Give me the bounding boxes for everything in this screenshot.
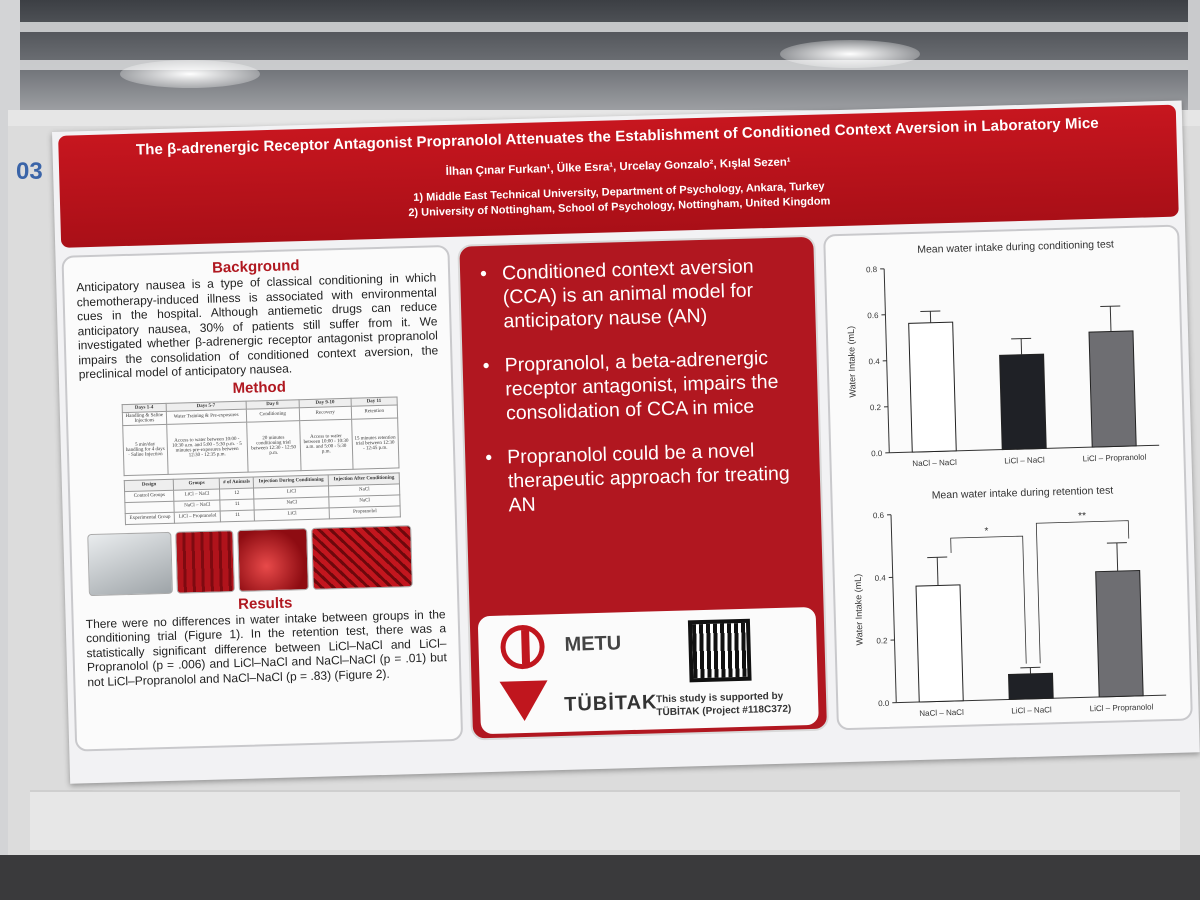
table-cell: Retention [350, 404, 398, 419]
summary-panel: Conditioned context aversion (CCA) is an… [457, 234, 830, 741]
y-axis-label: Water Intake (mL) [853, 574, 865, 646]
y-axis [890, 514, 897, 703]
y-tick-label: 0.6 [867, 311, 879, 320]
error-bar-cap [1020, 666, 1041, 669]
table-cell: Propranolol [329, 505, 401, 519]
y-tick-label: 0.2 [876, 636, 888, 645]
support-text: This study is supported by TÜBİTAK (Proj… [655, 690, 792, 719]
context-box-photo [237, 527, 309, 592]
table-cell: Access to water between 10:00 - 10:30 a.… [166, 421, 248, 474]
metu-logo-text: METU [564, 632, 622, 656]
summary-bullets: Conditioned context aversion (CCA) is an… [478, 253, 803, 518]
summary-bullet: Propranolol, a beta-adrenergic receptor … [480, 345, 800, 426]
table-cell: 20 minutes conditioning trial between 12… [246, 420, 301, 472]
summary-bullet: Conditioned context aversion (CCA) is an… [478, 253, 798, 334]
ceiling [0, 0, 1200, 120]
y-tick-label: 0.6 [873, 511, 885, 520]
board-bottom-rail [30, 790, 1180, 850]
bar [915, 584, 964, 703]
significance-bracket [1035, 520, 1130, 664]
y-tick-label: 0.0 [878, 699, 890, 708]
error-bar-cap [920, 310, 941, 313]
left-panel: Background Anticipatory nausea is a type… [61, 244, 464, 752]
x-tick-label: LiCl – Propranolol [1090, 702, 1154, 713]
table-cell: 5 min/day handling for 4 days · Saline I… [122, 423, 168, 476]
y-tick-label: 0.2 [870, 403, 882, 412]
y-tick-label: 0.0 [871, 449, 883, 458]
significance-marker: ** [1078, 511, 1086, 522]
schedule-table: Days 1-4 Days 5-7 Day 8 Day 9-10 Day 11 … [122, 396, 400, 476]
table-cell: LiCl – Propranolol [174, 510, 221, 523]
conditioning-bar-chart: 0.0 0.2 0.4 0.6 0.8 Water Intake (mL) NaCl – N… [846, 265, 1160, 468]
design-table: Design Groups # of Animals Injection Dur… [124, 472, 401, 525]
metu-logo-icon [499, 624, 546, 670]
bar [1095, 569, 1144, 698]
table-row: 5 min/day handling for 4 days · Saline I… [122, 417, 400, 476]
poster: The β-adrenergic Receptor Antagonist Pro… [52, 100, 1200, 784]
bar [1008, 672, 1054, 701]
error-bar-cap [1100, 305, 1121, 307]
summary-bullet: Propranolol could be a novel therapeutic… [483, 437, 803, 518]
error-bar [1109, 306, 1112, 332]
table-cell: 15 minutes retention trial between 12:30… [351, 417, 400, 469]
bar [999, 353, 1047, 451]
bar [1088, 330, 1137, 448]
error-bar [1116, 542, 1119, 572]
ceiling-beam [0, 60, 1200, 70]
x-tick-label: NaCl – NaCl [912, 458, 957, 468]
x-tick-label: LiCl – NaCl [1004, 455, 1045, 465]
tubitak-logo-text: TÜBİTAK [563, 691, 658, 716]
table-cell: Handling & Saline Injections [122, 410, 167, 426]
table-cell: Experimental Group [125, 511, 175, 525]
x-tick-label: NaCl – NaCl [919, 708, 964, 718]
ceiling-light [780, 40, 920, 68]
error-bar-cap [1106, 542, 1127, 544]
error-bar-cap [1011, 337, 1032, 340]
y-tick-label: 0.4 [875, 574, 887, 583]
x-tick-label: LiCl – NaCl [1011, 705, 1052, 715]
logo-box: METU TÜBİTAK This study is supported by … [477, 606, 819, 735]
error-bar [936, 557, 939, 586]
y-tick-label: 0.8 [866, 265, 878, 274]
context-box-photo [311, 524, 413, 590]
error-bar-cap [927, 556, 948, 559]
method-photos [87, 524, 441, 596]
table-cell: Access to water between 10:00 - 10:30 a.… [299, 418, 353, 471]
results-text: There were no differences in water intak… [85, 606, 448, 689]
background-text: Anticipatory nausea is a type of classic… [76, 270, 439, 382]
ceiling-beam [0, 22, 1200, 32]
significance-marker: * [984, 526, 988, 537]
y-axis-label: Water Intake (mL) [846, 326, 858, 398]
significance-bracket [950, 535, 1027, 664]
bar [908, 321, 957, 453]
table-cell: 11 [220, 509, 255, 522]
y-tick-label: 0.4 [868, 357, 880, 366]
context-box-photo [175, 529, 235, 594]
results-charts-panel: Mean water intake during conditioning te… [823, 224, 1193, 731]
ceiling-light [120, 60, 260, 88]
floor [0, 855, 1200, 900]
qr-code-icon[interactable] [687, 618, 752, 683]
poster-number: 03 [16, 158, 43, 185]
x-tick-label: LiCl – Propranolol [1083, 453, 1147, 464]
tubitak-logo-icon [499, 680, 549, 722]
retention-bar-chart: 0.0 0.2 0.4 0.6 Water Intake (mL) NaCl – NaCl… [853, 511, 1167, 718]
mouse-cage-photo [87, 531, 173, 596]
table-cell: LiCl [254, 507, 330, 521]
